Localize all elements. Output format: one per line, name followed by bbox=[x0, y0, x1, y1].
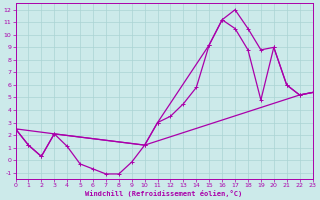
X-axis label: Windchill (Refroidissement éolien,°C): Windchill (Refroidissement éolien,°C) bbox=[85, 190, 243, 197]
